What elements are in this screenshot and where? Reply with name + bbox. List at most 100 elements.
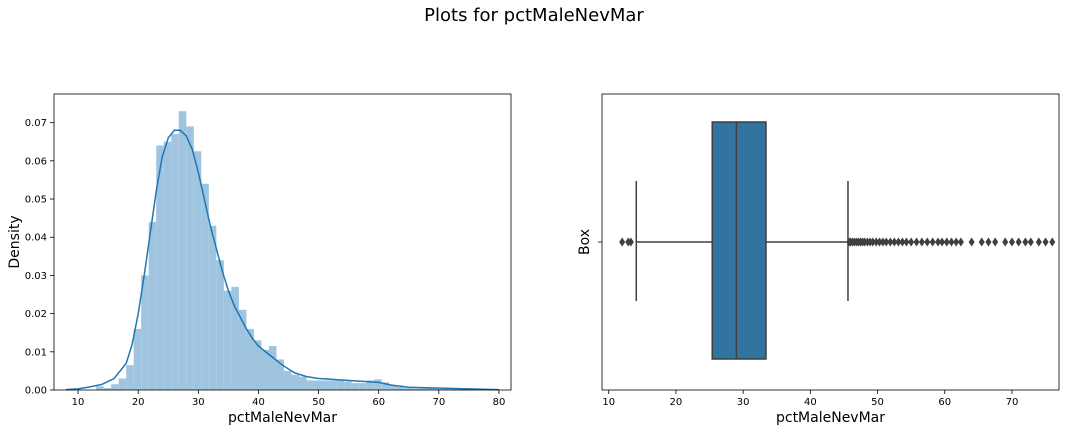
- x-tick-label: 20: [670, 397, 683, 408]
- outlier-point: [939, 237, 946, 247]
- histogram-bar: [186, 126, 194, 391]
- histogram-bar: [284, 370, 292, 390]
- y-tick-label: 0.04: [25, 233, 47, 244]
- histogram-bar: [449, 388, 457, 390]
- outlier-point: [908, 237, 915, 247]
- histogram-bar: [141, 275, 149, 390]
- outlier-point: [918, 237, 925, 247]
- y-tick-label: 0.01: [25, 347, 47, 358]
- boxplot-y-label: Box: [577, 229, 593, 255]
- outlier-point: [1008, 237, 1015, 247]
- outlier-point: [879, 237, 886, 247]
- boxplot-outliers: [619, 237, 1056, 247]
- outlier-point: [935, 237, 942, 247]
- outlier-point: [619, 237, 626, 247]
- histogram-bar: [126, 365, 134, 390]
- histogram-x-label: pctMaleNevMar: [228, 410, 337, 426]
- outlier-point: [943, 237, 950, 247]
- histogram-bar: [253, 340, 262, 390]
- histogram-bar: [216, 260, 224, 390]
- x-tick-label: 60: [938, 397, 951, 408]
- histogram-bar: [103, 388, 112, 390]
- outlier-point: [1002, 237, 1009, 247]
- outlier-point: [929, 237, 936, 247]
- histogram-bar: [299, 376, 307, 390]
- histogram-x-ticks: 10 20 30 40 50 60 70 80: [72, 390, 506, 408]
- histogram-bar: [314, 380, 322, 390]
- y-tick-label: 0.06: [25, 156, 47, 167]
- histogram-bar: [261, 349, 269, 390]
- histogram-bar: [321, 380, 330, 390]
- histogram-bar: [359, 383, 367, 390]
- outlier-point: [948, 237, 955, 247]
- boxplot-x-label: pctMaleNevMar: [776, 410, 885, 426]
- x-tick-label: 60: [372, 397, 385, 408]
- outlier-point: [1049, 237, 1056, 247]
- outlier-point: [924, 237, 931, 247]
- outlier-point: [883, 237, 890, 247]
- histogram-bar: [374, 379, 382, 390]
- outlier-point: [895, 237, 902, 247]
- histogram-bar: [434, 388, 442, 390]
- boxplot-body: [635, 121, 849, 360]
- x-tick-label: 10: [602, 397, 615, 408]
- kde-curve: [65, 129, 500, 391]
- histogram-bar: [411, 388, 420, 390]
- histogram-bar: [201, 183, 209, 390]
- x-tick-label: 40: [804, 397, 817, 408]
- histogram-bar: [178, 111, 187, 390]
- outlier-point: [992, 237, 999, 247]
- outlier-point: [968, 237, 975, 247]
- y-tick-label: 0.07: [25, 118, 47, 129]
- histogram-bar: [404, 388, 412, 390]
- histogram-bar: [426, 388, 435, 390]
- x-tick-label: 30: [737, 397, 750, 408]
- histogram-bar: [419, 388, 427, 390]
- outlier-point: [869, 237, 876, 247]
- histogram-bar: [118, 378, 127, 390]
- x-tick-label: 50: [312, 397, 325, 408]
- histogram-bar: [133, 328, 142, 390]
- histogram-bar: [389, 385, 397, 390]
- outlier-point: [985, 237, 992, 247]
- outlier-point: [953, 237, 960, 247]
- x-tick-label: 50: [871, 397, 884, 408]
- figure-suptitle: Plots for pctMaleNevMar: [424, 5, 644, 26]
- x-tick-label: 80: [493, 397, 506, 408]
- histogram-y-label: Density: [7, 215, 23, 268]
- x-tick-label: 30: [192, 397, 205, 408]
- x-tick-label: 20: [132, 397, 145, 408]
- outlier-point: [913, 237, 920, 247]
- histogram-bar: [223, 290, 232, 390]
- histogram-bar: [381, 382, 390, 390]
- histogram-bar: [268, 346, 277, 390]
- boxplot-x-ticks: 10 20 30 40 50 60 70: [602, 390, 1018, 408]
- outlier-point: [978, 237, 985, 247]
- histogram-bar: [366, 380, 375, 390]
- y-tick-label: 0.03: [25, 271, 47, 282]
- histogram-bar: [148, 221, 157, 390]
- histogram-bar: [351, 383, 360, 390]
- y-tick-label: 0.02: [25, 309, 47, 320]
- histogram-bar: [276, 359, 285, 390]
- histogram-bar: [344, 381, 352, 390]
- histogram-bar: [441, 388, 450, 390]
- histogram-bar: [329, 380, 337, 390]
- histogram-y-ticks: 0.00 0.01 0.02 0.03 0.04 0.05 0.06 0.07: [25, 118, 54, 397]
- outlier-point: [1035, 237, 1042, 247]
- histogram-bar: [336, 380, 345, 390]
- boxplot-panel: 10 20 30 40 50 60 70 pctMaleNevMar Box: [577, 93, 1060, 426]
- outlier-point: [891, 237, 898, 247]
- outlier-point: [887, 237, 894, 247]
- x-tick-label: 10: [72, 397, 85, 408]
- interquartile-box: [711, 121, 767, 360]
- histogram-bar: [96, 386, 104, 390]
- y-tick-label: 0.00: [25, 386, 47, 397]
- x-tick-label: 70: [1006, 397, 1019, 408]
- histogram-bar: [163, 141, 172, 390]
- histogram-bar: [231, 286, 239, 390]
- x-tick-label: 70: [432, 397, 445, 408]
- histogram-bar: [396, 386, 405, 390]
- histogram-bar: [238, 309, 247, 390]
